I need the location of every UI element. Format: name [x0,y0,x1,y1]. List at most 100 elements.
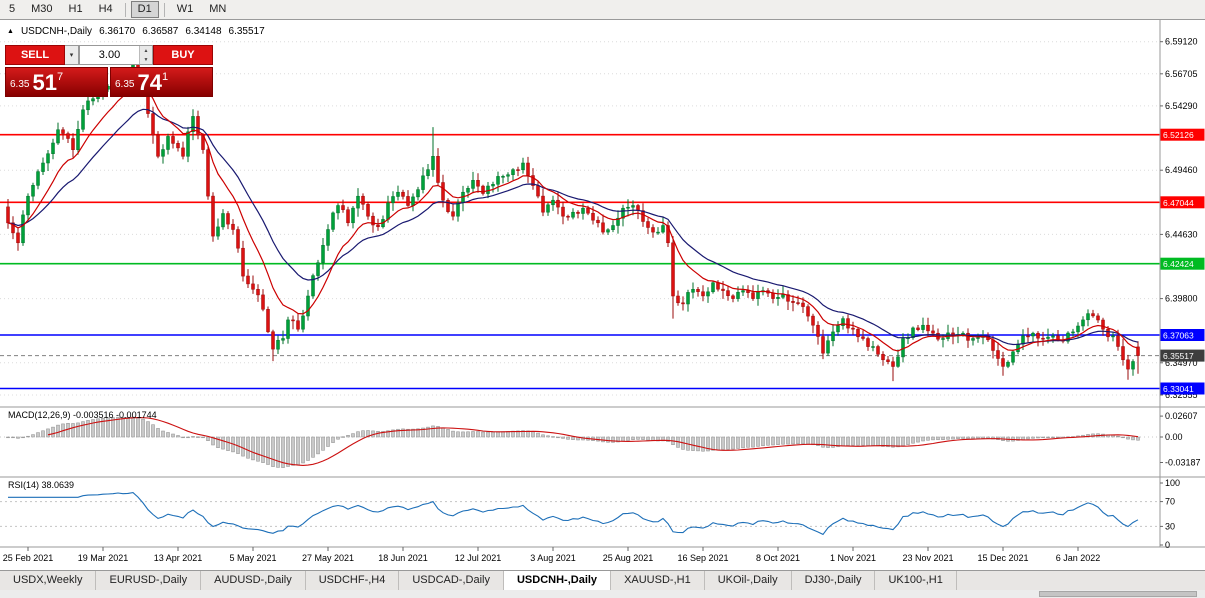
svg-text:100: 100 [1165,478,1180,488]
timeframe-button-mn[interactable]: MN [209,3,227,15]
price-tag-6.52126 [1160,128,1205,141]
ohlc-open: 6.36170 [99,26,136,37]
svg-text:25 Aug 2021: 25 Aug 2021 [603,553,654,563]
svg-text:0.02607: 0.02607 [1165,411,1198,421]
svg-text:3 Aug 2021: 3 Aug 2021 [530,553,576,563]
date-axis-labels: 25 Feb 2021 19 Mar 2021 13 Apr 2021 5 May 2… [3,547,1101,563]
timeframe-button-d1[interactable]: D1 [130,1,159,18]
horizontal-level-lines [0,133,1160,390]
toolbar-separator [124,2,126,17]
symbol-marker-icon: ▲ [7,28,14,35]
volume-field: ▲ ▼ [79,45,153,65]
buy-button[interactable]: BUY [153,45,213,65]
svg-text:6.42424: 6.42424 [1163,259,1194,269]
ma-fast-line [7,83,1139,352]
svg-text:16 Sep 2021: 16 Sep 2021 [677,553,728,563]
chart-tab-usdx-weekly[interactable]: USDX,Weekly [0,571,97,590]
svg-text:8 Oct 2021: 8 Oct 2021 [756,553,800,563]
price-tag-6.33041 [1160,382,1205,395]
svg-text:6.49460: 6.49460 [1165,165,1198,175]
chart-tab-xauusd-h1[interactable]: XAUUSD-,H1 [611,571,705,590]
chart-tab-audusd-daily[interactable]: AUDUSD-,Daily [201,571,306,590]
timeframe-button-w1[interactable]: W1 [176,3,194,15]
price-gridlines [0,41,1160,396]
volume-input[interactable] [80,46,139,64]
ask-quote-button[interactable]: 6.35 74 1 [110,67,213,97]
bid-price-base: 6.35 [10,79,30,90]
ask-price-big: 74 [137,70,162,95]
macd-indicator-label: MACD(12,26,9) -0.003516 -0.001744 [8,410,157,420]
current-price-tag [1160,349,1205,362]
timeframe-button-h4[interactable]: H4 [98,3,113,15]
svg-text:6.47044: 6.47044 [1163,198,1194,208]
rsi-line [8,492,1139,536]
svg-text:6.44630: 6.44630 [1165,229,1198,239]
svg-text:25 Feb 2021: 25 Feb 2021 [3,553,54,563]
timeframe-toolbar: 5 M30 H1 H4 D1 W1 MN [0,0,1205,20]
svg-text:6.39800: 6.39800 [1165,294,1198,304]
svg-text:15 Dec 2021: 15 Dec 2021 [977,553,1028,563]
chart-tab-dj30-daily[interactable]: DJ30-,Daily [792,571,876,590]
svg-text:6.54290: 6.54290 [1165,101,1198,111]
chart-tab-eurusd-daily[interactable]: EURUSD-,Daily [96,571,202,590]
ask-price-sup: 1 [161,71,169,83]
svg-text:70: 70 [1165,497,1175,507]
svg-text:6.37063: 6.37063 [1163,331,1194,341]
price-tag-6.37063 [1160,329,1205,341]
timeframe-button-h1[interactable]: H1 [68,3,83,15]
chart-tab-usdcad-daily[interactable]: USDCAD-,Daily [399,571,504,590]
svg-text:6.34970: 6.34970 [1165,358,1198,368]
svg-text:12 Jul 2021: 12 Jul 2021 [455,553,502,563]
price-tag-6.47044 [1160,196,1205,209]
svg-text:6.33041: 6.33041 [1163,384,1194,394]
svg-text:-0.03187: -0.03187 [1165,458,1201,468]
macd-signal-line [47,417,1139,466]
volume-down-icon[interactable]: ▼ [140,55,152,64]
svg-text:19 Mar 2021: 19 Mar 2021 [78,553,129,563]
svg-text:13 Apr 2021: 13 Apr 2021 [154,553,203,563]
ask-price-base: 6.35 [115,79,135,90]
volume-dropdown-button[interactable]: ▾ [65,45,79,65]
volume-stepper: ▲ ▼ [139,46,152,64]
svg-text:5 May 2021: 5 May 2021 [229,553,276,563]
chart-tab-ukoil-daily[interactable]: UKOil-,Daily [705,571,792,590]
timeframe-button-5[interactable]: 5 [9,3,16,15]
rsi-pane [0,492,1160,536]
price-tag-6.42424 [1160,257,1205,270]
bid-quote-button[interactable]: 6.35 51 7 [5,67,108,97]
bid-price-big: 51 [32,70,57,95]
candlestick-series [6,48,1140,382]
sell-button[interactable]: SELL [5,45,65,65]
pane-separators [0,20,1205,548]
toolbar-separator [163,2,165,17]
one-click-trading-panel: SELL ▾ ▲ ▼ BUY 6.35 51 7 6.35 74 [5,45,213,97]
price-tags: 6.52126 6.47044 6.42424 6.37063 6.33041 6.355… [1160,128,1205,395]
svg-text:0: 0 [1165,540,1170,550]
chart-tab-usdcnh-daily[interactable]: USDCNH-,Daily [503,571,612,590]
svg-text:0.00: 0.00 [1165,432,1183,442]
ohlc-close: 6.35517 [228,26,265,37]
svg-text:18 Jun 2021: 18 Jun 2021 [378,553,428,563]
svg-text:6 Jan 2022: 6 Jan 2022 [1056,553,1101,563]
timeframe-button-m30[interactable]: M30 [31,3,53,15]
chart-tab-usdchf-h4[interactable]: USDCHF-,H4 [306,571,400,590]
bid-price-sup: 7 [56,71,64,83]
svg-text:27 May 2021: 27 May 2021 [302,553,354,563]
chart-title: ▲ USDCNH-,Daily 6.36170 6.36587 6.34148 … [7,26,265,37]
ohlc-high: 6.36587 [142,26,179,37]
svg-text:6.56705: 6.56705 [1165,69,1198,79]
chart-tab-uk100-h1[interactable]: UK100-,H1 [875,571,957,590]
horizontal-scrollbar-thumb[interactable] [1039,591,1197,597]
macd-pane [0,416,1160,468]
chart-canvas[interactable]: 6.59120 6.56705 6.54290 6.49460 6.44630 6.398… [0,20,1205,570]
ohlc-low: 6.34148 [185,26,222,37]
dropdown-arrow-icon: ▾ [69,52,74,59]
horizontal-scrollbar[interactable] [0,590,1205,598]
chart-tabs: USDX,Weekly EURUSD-,Daily AUDUSD-,Daily USD… [0,570,1205,590]
chart-area: 6.59120 6.56705 6.54290 6.49460 6.44630 6.398… [0,20,1205,570]
svg-text:23 Nov 2021: 23 Nov 2021 [902,553,953,563]
chart-symbol-title: USDCNH-,Daily [20,26,93,37]
svg-text:1 Nov 2021: 1 Nov 2021 [830,553,876,563]
svg-text:6.52126: 6.52126 [1163,130,1194,140]
volume-up-icon[interactable]: ▲ [140,46,152,55]
